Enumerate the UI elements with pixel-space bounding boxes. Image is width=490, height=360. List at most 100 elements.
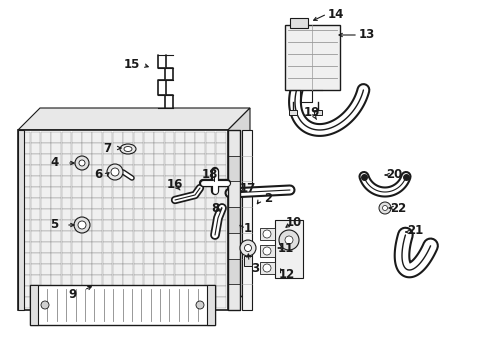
Bar: [82, 275, 92, 286]
Bar: [30, 165, 40, 176]
Bar: [196, 264, 205, 275]
Bar: [154, 198, 164, 209]
Bar: [123, 165, 133, 176]
Bar: [62, 209, 71, 220]
Bar: [165, 220, 174, 231]
Bar: [93, 165, 102, 176]
Bar: [93, 220, 102, 231]
Bar: [82, 132, 92, 143]
Bar: [185, 253, 195, 264]
Bar: [51, 242, 61, 253]
Bar: [123, 231, 133, 242]
Bar: [206, 132, 216, 143]
Bar: [51, 264, 61, 275]
Bar: [113, 297, 122, 308]
Circle shape: [240, 240, 256, 256]
Bar: [154, 220, 164, 231]
Bar: [123, 275, 133, 286]
Bar: [175, 132, 185, 143]
Bar: [82, 187, 92, 198]
Bar: [206, 220, 216, 231]
Bar: [144, 187, 153, 198]
Bar: [41, 220, 50, 231]
Bar: [62, 231, 71, 242]
Bar: [93, 132, 102, 143]
Bar: [20, 286, 30, 297]
Bar: [30, 154, 40, 165]
Bar: [165, 264, 174, 275]
Bar: [196, 187, 205, 198]
Bar: [123, 264, 133, 275]
Bar: [134, 176, 143, 187]
Bar: [216, 242, 226, 253]
Bar: [154, 297, 164, 308]
Bar: [165, 253, 174, 264]
Bar: [30, 286, 40, 297]
Bar: [206, 264, 216, 275]
Bar: [216, 209, 226, 220]
Bar: [113, 286, 122, 297]
Bar: [123, 242, 133, 253]
Bar: [185, 242, 195, 253]
Bar: [51, 143, 61, 154]
Bar: [62, 187, 71, 198]
Bar: [62, 176, 71, 187]
Bar: [72, 198, 81, 209]
Bar: [82, 154, 92, 165]
Bar: [62, 275, 71, 286]
Bar: [51, 198, 61, 209]
Bar: [20, 253, 30, 264]
Bar: [144, 253, 153, 264]
Bar: [196, 143, 205, 154]
Bar: [72, 297, 81, 308]
Bar: [165, 132, 174, 143]
Bar: [20, 220, 30, 231]
Bar: [165, 143, 174, 154]
Bar: [175, 253, 185, 264]
Bar: [216, 198, 226, 209]
Text: 9: 9: [68, 288, 76, 302]
Bar: [216, 143, 226, 154]
Bar: [72, 242, 81, 253]
Bar: [41, 165, 50, 176]
FancyBboxPatch shape: [285, 25, 340, 90]
Bar: [144, 297, 153, 308]
Bar: [260, 262, 275, 274]
Bar: [228, 181, 240, 207]
Text: 20: 20: [386, 168, 402, 181]
Bar: [144, 286, 153, 297]
Bar: [144, 132, 153, 143]
Bar: [103, 176, 112, 187]
Bar: [93, 209, 102, 220]
Text: 1: 1: [244, 221, 252, 234]
Bar: [216, 253, 226, 264]
Text: 16: 16: [167, 179, 183, 192]
Bar: [72, 154, 81, 165]
Bar: [103, 264, 112, 275]
Bar: [103, 242, 112, 253]
Bar: [103, 143, 112, 154]
Bar: [185, 297, 195, 308]
Bar: [289, 110, 297, 115]
Bar: [113, 132, 122, 143]
Bar: [51, 275, 61, 286]
Bar: [103, 132, 112, 143]
Bar: [206, 209, 216, 220]
Bar: [216, 165, 226, 176]
Text: 13: 13: [359, 28, 375, 41]
Bar: [134, 209, 143, 220]
Bar: [62, 253, 71, 264]
Bar: [82, 220, 92, 231]
Bar: [82, 297, 92, 308]
Bar: [175, 242, 185, 253]
Bar: [144, 165, 153, 176]
Bar: [30, 132, 40, 143]
Circle shape: [74, 217, 90, 233]
Bar: [51, 176, 61, 187]
Bar: [51, 209, 61, 220]
Circle shape: [279, 230, 299, 250]
Bar: [216, 286, 226, 297]
Bar: [113, 165, 122, 176]
Bar: [20, 132, 30, 143]
Bar: [41, 297, 50, 308]
